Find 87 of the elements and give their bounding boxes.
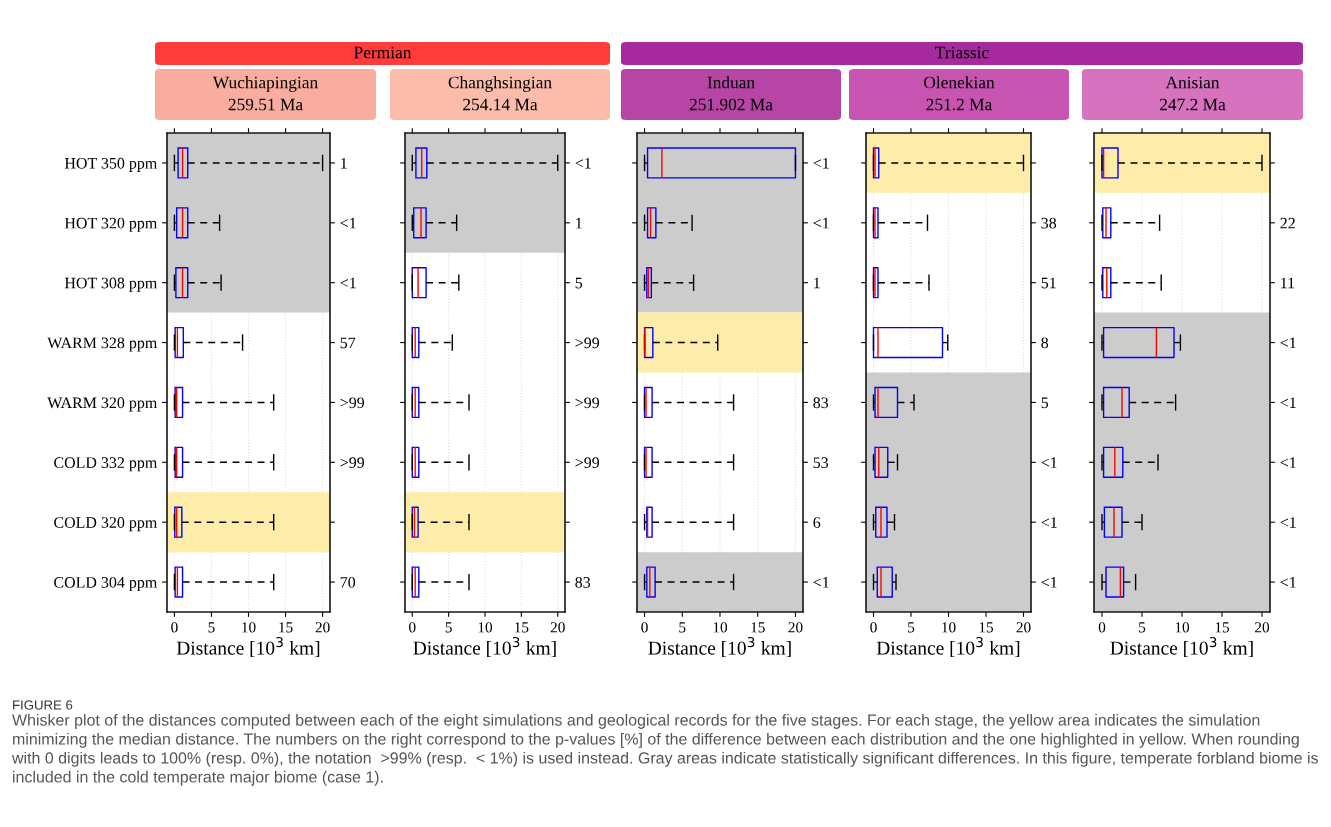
x-axis-title: Distance [10$^{3}$ km] [876, 636, 1020, 658]
y2-tick-label: <1 [813, 577, 829, 588]
chart-subtitle: 251.2 Ma [926, 98, 993, 111]
y2-tick-label: <1 [1041, 577, 1057, 588]
x-tick-label: 5 [1139, 622, 1146, 633]
caption: FIGURE 6 [13, 700, 73, 710]
y2-tick-label: <1 [1280, 457, 1296, 468]
chart-title: Anisian [1165, 76, 1220, 89]
y2-tick-label: <1 [340, 277, 356, 289]
x-tick-label: 20 [1016, 622, 1031, 633]
x-tick-label: 0 [171, 622, 178, 633]
x-tick-label: 5 [679, 622, 686, 633]
x-tick-label: 5 [908, 622, 915, 633]
chart-title: Wuchiapingian [212, 76, 318, 92]
x-axis-title: Distance [10$^{3}$ km] [1110, 636, 1253, 658]
x-tick-label: 10 [1175, 622, 1190, 633]
x-tick-label: 10 [942, 622, 956, 633]
y-tick-label: WARM 328 ppm [47, 337, 158, 352]
y2-tick-label: 11 [1281, 277, 1295, 289]
y2-tick-label: <1 [575, 157, 591, 169]
y2-tick-label: <1 [1280, 517, 1296, 528]
chart-subtitle: 247.2 Ma [1159, 98, 1226, 111]
y-tick-label: HOT 308 ppm [64, 277, 158, 292]
x-tick-label: 20 [788, 622, 803, 633]
y2-tick-label: 57 [340, 337, 356, 349]
y2-tick-label: <1 [1280, 397, 1296, 408]
y2-tick-label: <1 [813, 217, 829, 229]
y2-tick-label: >99 [575, 397, 600, 409]
y2-tick-label: 5 [1041, 397, 1049, 409]
y-tick-label: HOT 350 ppm [64, 157, 158, 172]
y2-tick-label: 1 [576, 217, 582, 229]
y2-tick-label: 70 [340, 576, 356, 588]
text: Whisker plot of the distances computed between each of the eight simulations and geological records for the five stages. For each stage, the yellow area indicates the simulation minimizing the median distance. The numbers on the right correspond to the p-values [%] of the difference between each distribution and the one highlighted in yellow. When rounding with 0 digits leads to 100% (resp. 0%), the notation >99% (resp. < 1%) is used instead. Gray areas indicate statistically significant differences. In this figure, temperate forbland biome is included in the cold temperate major biome (case 1). [11, 714, 1318, 786]
y2-tick-label: <1 [1041, 457, 1057, 468]
x-axis-title: Distance [10$^{3}$ km] [176, 636, 320, 658]
y-tick-label: COLD 320 ppm [54, 517, 158, 532]
x-tick-label: 0 [409, 622, 416, 633]
y2-tick-label: >99 [340, 397, 365, 409]
text: Permian [354, 46, 412, 59]
y-tick-label: WARM 320 ppm [47, 397, 158, 412]
x-axis-title: Distance [10$^{3}$ km] [648, 636, 791, 658]
y2-tick-label: 51 [1041, 277, 1056, 289]
y2-tick-label: <1 [813, 157, 829, 169]
y2-tick-label: <1 [1280, 577, 1296, 588]
chart-title: Induan [707, 76, 755, 89]
y2-tick-label: <1 [1041, 517, 1057, 528]
y2-tick-label: <1 [340, 217, 356, 229]
x-tick-label: 10 [713, 622, 728, 633]
y2-tick-label: 8 [1041, 337, 1049, 349]
chart-title: Olenekian [924, 76, 995, 89]
y-tick-label: COLD 332 ppm [54, 457, 158, 472]
x-tick-label: 10 [478, 622, 493, 633]
y2-tick-label: 1 [341, 157, 347, 169]
y2-tick-label: >99 [575, 337, 600, 349]
x-tick-label: 10 [242, 622, 256, 633]
y2-tick-label: >99 [575, 457, 600, 469]
x-tick-label: 15 [279, 622, 293, 633]
chart-subtitle: 254.14 Ma [463, 98, 538, 111]
text: Triassic [935, 46, 989, 59]
y2-tick-label: 53 [813, 457, 829, 469]
y-tick-label: COLD 304 ppm [54, 576, 158, 592]
y-tick-label: HOT 320 ppm [64, 217, 158, 232]
x-tick-label: 5 [445, 622, 452, 633]
y2-tick-label: 83 [575, 576, 591, 588]
x-tick-label: 20 [550, 622, 565, 633]
x-tick-label: 20 [1255, 622, 1270, 633]
x-tick-label: 20 [315, 622, 330, 633]
x-tick-label: 15 [751, 622, 765, 633]
y2-tick-label: 83 [813, 397, 829, 409]
x-tick-label: 15 [515, 622, 529, 633]
y2-tick-label: 5 [575, 277, 583, 289]
x-axis-title: Distance [10$^{3}$ km] [413, 636, 556, 658]
y2-tick-label: <1 [1280, 337, 1296, 349]
x-tick-label: 0 [641, 622, 648, 633]
x-tick-label: 5 [208, 622, 215, 633]
y2-tick-label: 6 [813, 517, 821, 528]
chart-title: Changhsingian [448, 76, 552, 92]
x-tick-label: 0 [1098, 622, 1106, 633]
x-tick-label: 15 [979, 622, 994, 633]
chart-subtitle: 251.902 Ma [689, 98, 773, 111]
y2-tick-label: 1 [814, 277, 820, 289]
chart-subtitle: 259.51 Ma [228, 98, 303, 111]
y2-tick-label: >99 [340, 457, 365, 469]
x-tick-label: 0 [870, 622, 877, 633]
y2-tick-label: 22 [1280, 217, 1295, 229]
x-tick-label: 15 [1215, 622, 1230, 633]
y2-tick-label: 38 [1041, 217, 1057, 229]
